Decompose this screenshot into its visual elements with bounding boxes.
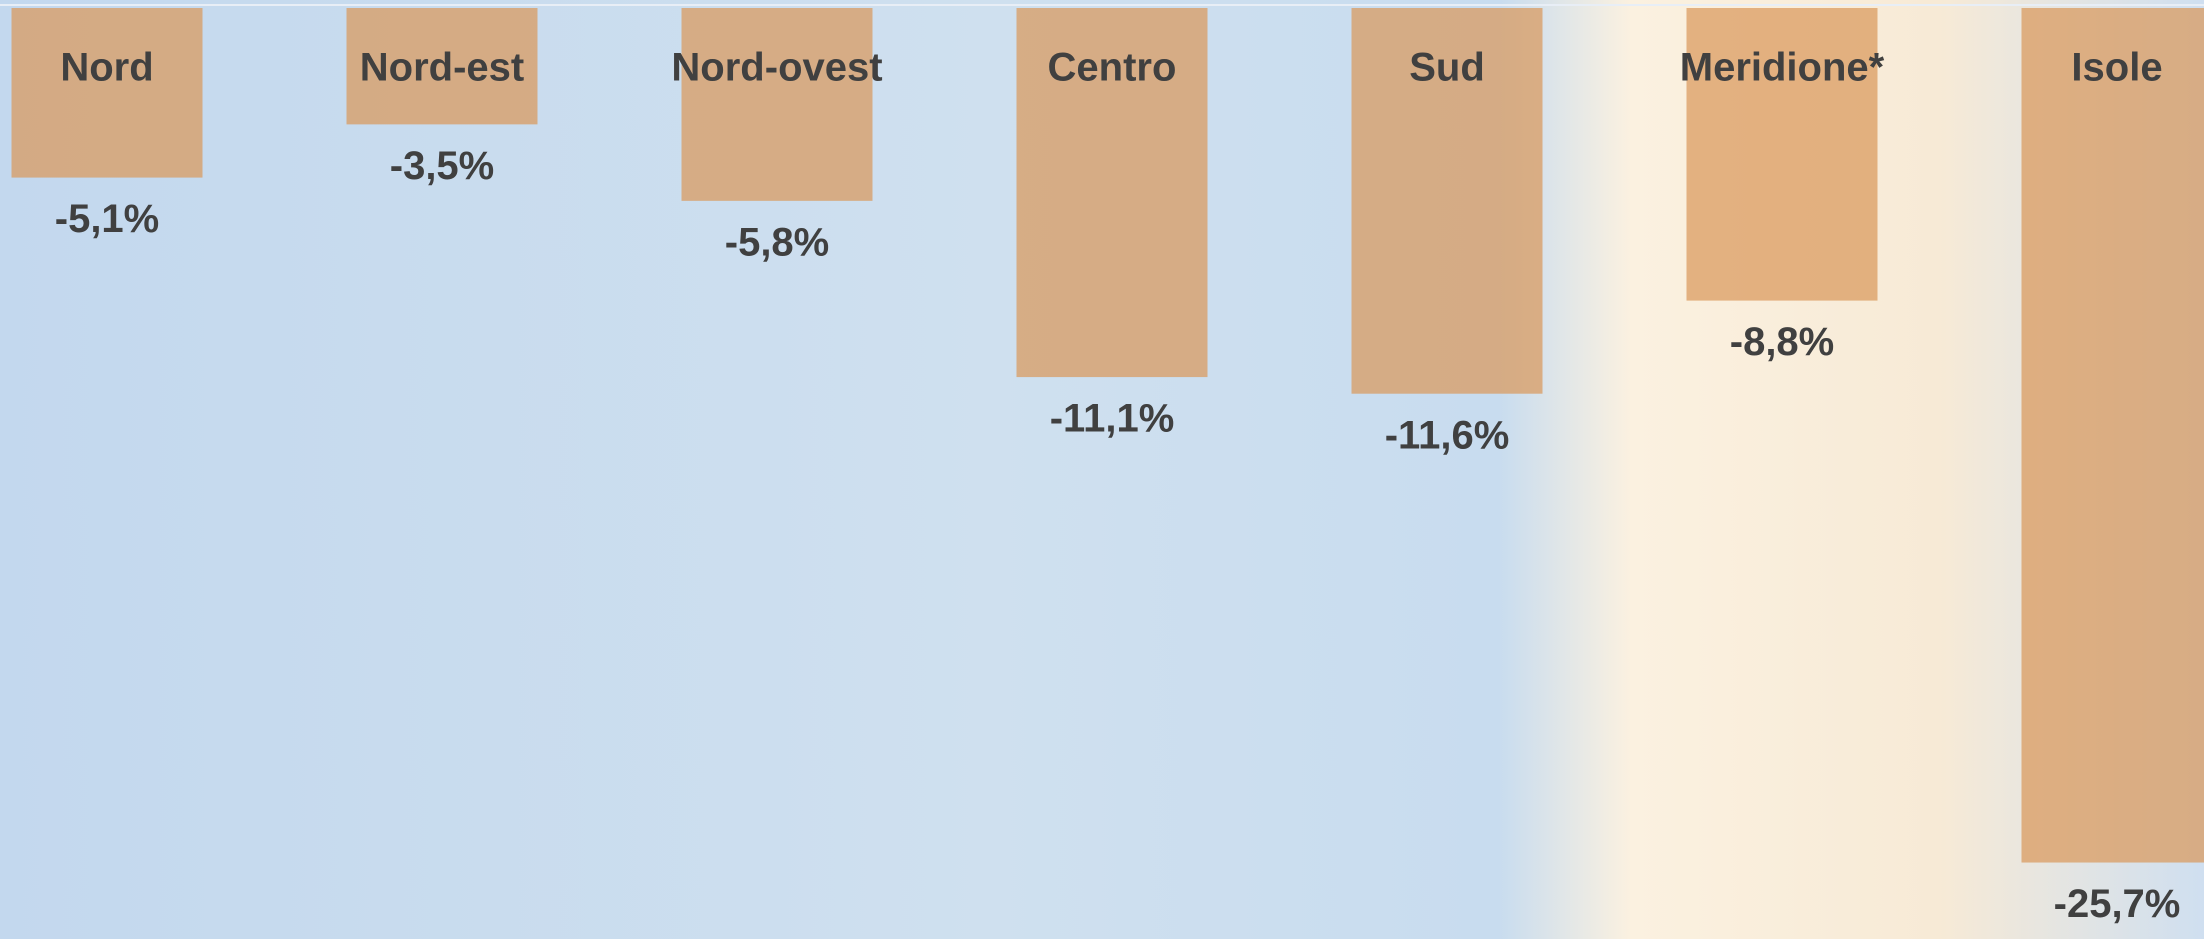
value-label: -8,8% [1730,320,1835,364]
value-label: -11,1% [1050,397,1175,441]
value-label: -5,8% [725,220,830,264]
value-label: -5,1% [55,197,160,241]
value-label: -3,5% [390,144,495,188]
category-label: Nord-ovest [671,46,882,90]
category-label: Meridione* [1680,46,1885,90]
category-label: Nord-est [360,46,524,90]
value-label: -25,7% [2054,882,2181,926]
category-label: Nord [60,46,153,90]
category-label: Sud [1409,46,1485,90]
category-label: Isole [2071,46,2162,90]
category-label: Centro [1048,46,1177,90]
value-label: -11,6% [1385,413,1510,457]
bar [682,8,873,201]
bar [2022,8,2204,863]
chart: Nord -5,1% Nord-est -3,5% Nord-ovest -5,8% Cen… [0,0,2204,939]
bar [12,8,203,178]
